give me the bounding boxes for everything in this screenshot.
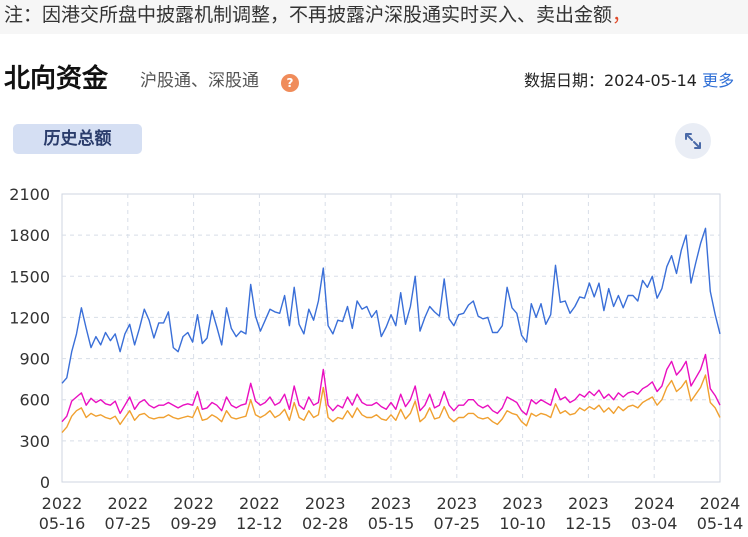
x-tick-label-year: 2023: [502, 494, 543, 513]
notice-bar: 注：因港交所盘中披露机制调整，不再披露沪深股通实时买入、卖出金额，: [0, 0, 748, 34]
y-tick-label: 1800: [9, 226, 50, 245]
x-tick-label-year: 2023: [305, 494, 346, 513]
x-tick-label-date: 12-12: [236, 514, 283, 533]
x-tick-label-date: 09-29: [170, 514, 217, 533]
x-tick-label-date: 05-15: [368, 514, 415, 533]
y-tick-label: 1200: [9, 308, 50, 327]
x-tick-label-date: 12-15: [565, 514, 612, 533]
series-line-1: [61, 227, 721, 384]
x-tick-label-date: 03-04: [631, 514, 678, 533]
x-tick-label-date: 05-16: [39, 514, 86, 533]
tab-history-total[interactable]: 历史总额: [13, 124, 142, 154]
y-tick-label: 900: [19, 350, 50, 369]
x-tick-label-date: 07-25: [105, 514, 152, 533]
expand-icon: [685, 133, 701, 149]
x-tick-label-year: 2023: [371, 494, 412, 513]
data-date-text: 数据日期：2024-05-14: [524, 71, 697, 90]
series-line-3: [61, 374, 721, 434]
more-link[interactable]: 更多: [702, 71, 735, 90]
x-tick-label-year: 2024: [634, 494, 675, 513]
expand-button[interactable]: [675, 123, 711, 159]
y-tick-label: 1500: [9, 267, 50, 286]
page-subtitle: 沪股通、深股通: [140, 71, 259, 91]
y-tick-label: 0: [40, 473, 50, 492]
y-tick-label: 300: [19, 432, 50, 451]
x-tick-label-year: 2022: [107, 494, 148, 513]
y-tick-label: 2100: [9, 185, 50, 204]
data-date: 数据日期：2024-05-14 更多: [524, 69, 734, 93]
x-tick-label-year: 2024: [700, 494, 741, 513]
x-tick-label-date: 10-10: [499, 514, 546, 533]
x-tick-label-year: 2022: [239, 494, 280, 513]
x-tick-label-date: 05-14: [697, 514, 744, 533]
header: 北向资金 沪股通、深股通 ? 数据日期：2024-05-14 更多: [0, 52, 748, 94]
x-tick-label-year: 2023: [436, 494, 477, 513]
line-chart: 03006009001200150018002100202205-1620220…: [9, 185, 744, 533]
x-tick-label-date: 02-28: [302, 514, 349, 533]
x-tick-label-date: 07-25: [434, 514, 481, 533]
notice-tail: ，: [612, 4, 632, 26]
help-icon[interactable]: ?: [281, 74, 299, 92]
x-tick-label-year: 2022: [42, 494, 83, 513]
y-tick-label: 600: [19, 391, 50, 410]
series-line-2: [61, 353, 721, 423]
x-tick-label-year: 2022: [173, 494, 214, 513]
notice-text: 注：因港交所盘中披露机制调整，不再披露沪深股通实时买入、卖出金额: [4, 4, 613, 26]
page-title: 北向资金: [4, 64, 109, 94]
x-tick-label-year: 2023: [568, 494, 609, 513]
